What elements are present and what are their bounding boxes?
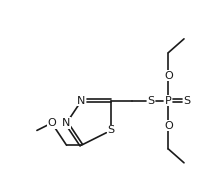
Text: S: S	[183, 96, 190, 106]
Text: N: N	[77, 96, 86, 106]
Text: O: O	[164, 121, 173, 131]
Text: O: O	[164, 71, 173, 81]
Text: O: O	[47, 118, 56, 128]
Text: S: S	[147, 96, 154, 106]
Text: N: N	[62, 118, 71, 128]
Text: P: P	[165, 96, 172, 106]
Text: S: S	[107, 125, 114, 135]
